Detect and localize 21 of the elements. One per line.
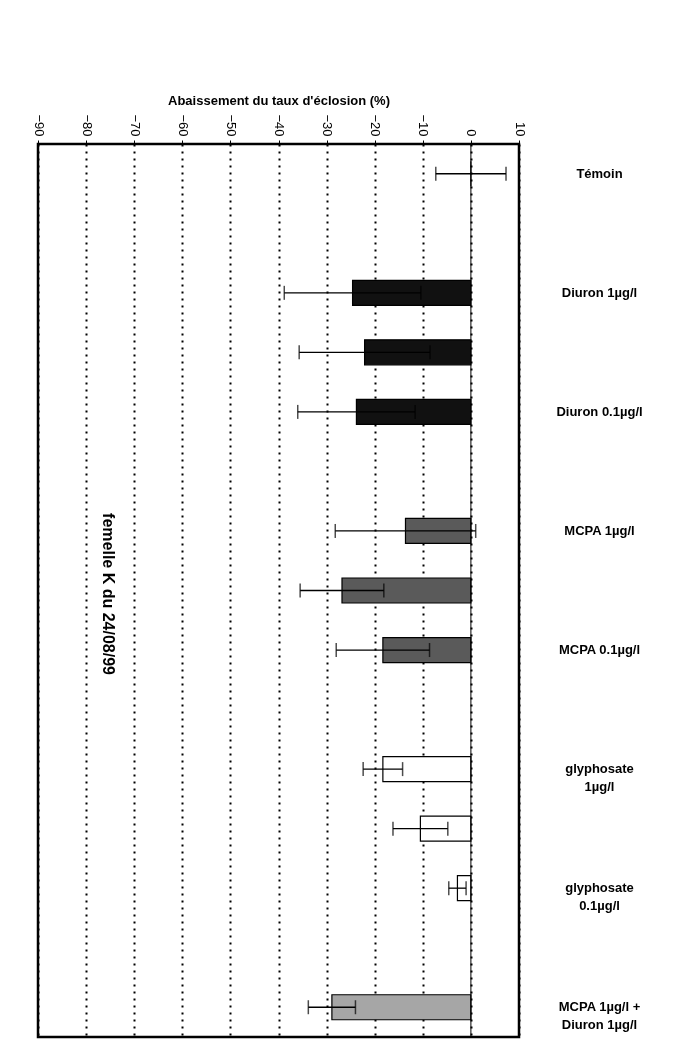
x-tick-label: −80 — [79, 114, 95, 137]
y-tick-label: glyphosate 0.1µg/l — [565, 880, 634, 914]
y-tick-label: MCPA 1µg/l + Diuron 1µg/l — [558, 999, 641, 1033]
x-axis-title: Abaissement du taux d'éclosion (%) — [168, 93, 390, 109]
y-tick-label: Témoin — [576, 165, 623, 181]
x-tick-label: −60 — [175, 114, 191, 137]
x-tick-label: −50 — [223, 114, 239, 137]
y-tick-label: glyphosate 1µg/l — [565, 761, 634, 795]
x-tick-label: −10 — [416, 114, 432, 137]
x-tick-label: −90 — [31, 114, 47, 137]
x-tick-label: 10 — [512, 122, 528, 137]
annotation: femelle K du 24/08/99 — [100, 513, 117, 676]
x-tick-label: −20 — [368, 114, 384, 137]
y-tick-label: Diuron 0.1µg/l — [556, 403, 643, 419]
x-tick-label: −70 — [127, 114, 143, 137]
y-tick-label: MCPA 1µg/l — [564, 522, 635, 538]
x-tick-label: −40 — [272, 114, 287, 137]
x-tick-label: −30 — [320, 114, 336, 137]
x-tick-label: 0 — [464, 129, 480, 137]
y-tick-label: Diuron 1µg/l — [561, 284, 638, 300]
y-tick-label: MCPA 0.1µg/l — [558, 642, 641, 658]
